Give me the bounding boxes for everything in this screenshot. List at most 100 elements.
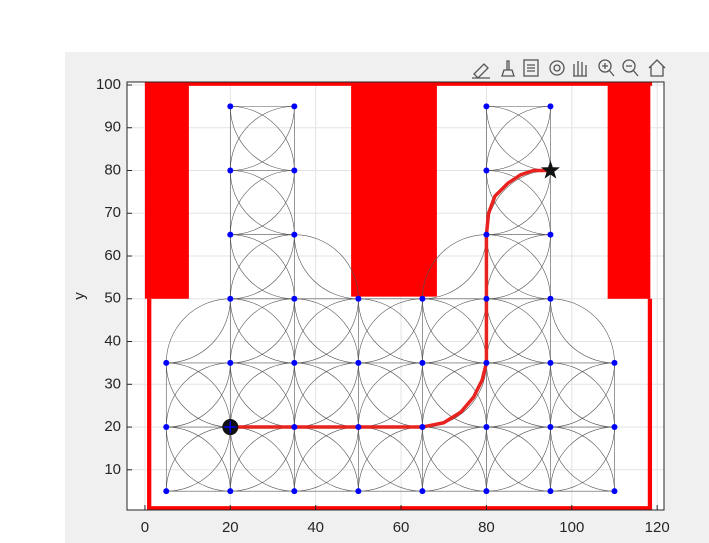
obstacle xyxy=(351,82,437,297)
roadmap-arc xyxy=(294,298,359,363)
y-tick-label: 40 xyxy=(104,333,121,350)
roadmap-arc xyxy=(550,362,615,428)
x-tick-label: 100 xyxy=(559,519,584,536)
roadmap-arc xyxy=(165,427,231,492)
goal-marker xyxy=(540,160,560,179)
roadmap-arc xyxy=(486,427,551,492)
node xyxy=(291,103,298,110)
roadmap-arc xyxy=(486,298,551,363)
roadmap-arc xyxy=(486,362,551,428)
node xyxy=(291,167,298,174)
roadmap-arc xyxy=(294,298,359,364)
y-tick-label: 10 xyxy=(104,461,121,478)
brush-tool[interactable] xyxy=(501,60,515,77)
roadmap-arc xyxy=(358,362,423,428)
roadmap-arc xyxy=(230,427,295,492)
roadmap-arc xyxy=(486,427,551,492)
node xyxy=(355,424,362,431)
roadmap-arc xyxy=(294,298,359,363)
roadmap-arc xyxy=(550,362,615,428)
node xyxy=(355,295,362,302)
node xyxy=(483,167,490,174)
roadmap-arc xyxy=(230,234,295,299)
roadmap-arc xyxy=(358,427,423,492)
pan-tool[interactable] xyxy=(573,61,587,77)
node xyxy=(227,488,234,495)
roadmap-arc xyxy=(230,106,295,171)
roadmap-arc xyxy=(166,427,231,492)
roadmap-arc xyxy=(550,298,615,364)
roadmap-arc xyxy=(294,234,359,299)
roadmap-arc xyxy=(358,298,423,363)
roadmap-arc xyxy=(422,426,487,492)
roadmap-arc xyxy=(550,426,615,492)
x-tick-label: 40 xyxy=(307,519,324,536)
roadmap-arc xyxy=(294,234,359,300)
roadmap-arc xyxy=(422,362,487,428)
roadmap-arc xyxy=(486,234,551,300)
roadmap-arc xyxy=(230,170,295,235)
node xyxy=(483,424,490,431)
roadmap-arc xyxy=(166,362,231,428)
roadmap-arc xyxy=(486,234,551,299)
node xyxy=(547,231,554,238)
roadmap-arc xyxy=(166,426,231,492)
node xyxy=(611,424,618,431)
node xyxy=(227,231,234,238)
edit-tool[interactable] xyxy=(472,63,490,79)
node xyxy=(419,424,426,431)
y-tick-label: 70 xyxy=(104,204,121,221)
y-tick-label: 50 xyxy=(104,290,121,307)
home-tool[interactable] xyxy=(648,59,666,77)
node xyxy=(483,295,490,302)
roadmap-arc xyxy=(486,106,551,171)
roadmap-arc xyxy=(230,298,295,364)
node xyxy=(483,359,490,366)
node xyxy=(547,488,554,495)
roadmap-arc xyxy=(422,234,487,299)
roadmap-arc xyxy=(165,298,231,363)
datatip-tool[interactable] xyxy=(523,59,539,77)
y-tick-label: 100 xyxy=(96,76,121,93)
roadmap-arc xyxy=(230,234,295,300)
x-tick-label: 80 xyxy=(478,519,495,536)
x-tick-label: 60 xyxy=(393,519,410,536)
roadmap-arc xyxy=(230,362,295,428)
roadmap-arc xyxy=(550,427,615,492)
y-tick-label: 60 xyxy=(104,247,121,264)
axes-box xyxy=(126,81,665,511)
rotate-tool[interactable] xyxy=(549,60,565,76)
node xyxy=(483,103,490,110)
start-cross xyxy=(224,421,237,434)
roadmap-arc xyxy=(358,362,423,428)
roadmap-arc xyxy=(550,427,615,492)
obstacle xyxy=(647,298,653,510)
node xyxy=(163,488,170,495)
node xyxy=(483,488,490,495)
node xyxy=(547,359,554,366)
roadmap-arc xyxy=(486,170,551,235)
node xyxy=(227,103,234,110)
roadmap-arc xyxy=(230,298,295,363)
obstacle xyxy=(144,82,189,299)
y-tick-label: 80 xyxy=(104,161,121,178)
plot-area xyxy=(127,82,664,510)
roadmap-arc xyxy=(358,427,423,492)
node xyxy=(419,359,426,366)
toolbar xyxy=(472,59,666,79)
roadmap-arc xyxy=(486,170,551,235)
roadmap-arc xyxy=(486,106,551,171)
node xyxy=(547,103,554,110)
roadmap-arc xyxy=(166,298,231,364)
node xyxy=(611,359,618,366)
node xyxy=(291,359,298,366)
roadmap-arc xyxy=(230,170,295,235)
zoom-in-tool[interactable] xyxy=(598,59,615,77)
obstacle xyxy=(147,506,653,510)
roadmap-arc xyxy=(358,298,423,363)
roadmap-arc xyxy=(230,234,295,300)
zoom-out-tool[interactable] xyxy=(622,59,639,77)
node xyxy=(483,231,490,238)
roadmap-arc xyxy=(230,427,295,492)
roadmap-arc xyxy=(294,427,359,492)
